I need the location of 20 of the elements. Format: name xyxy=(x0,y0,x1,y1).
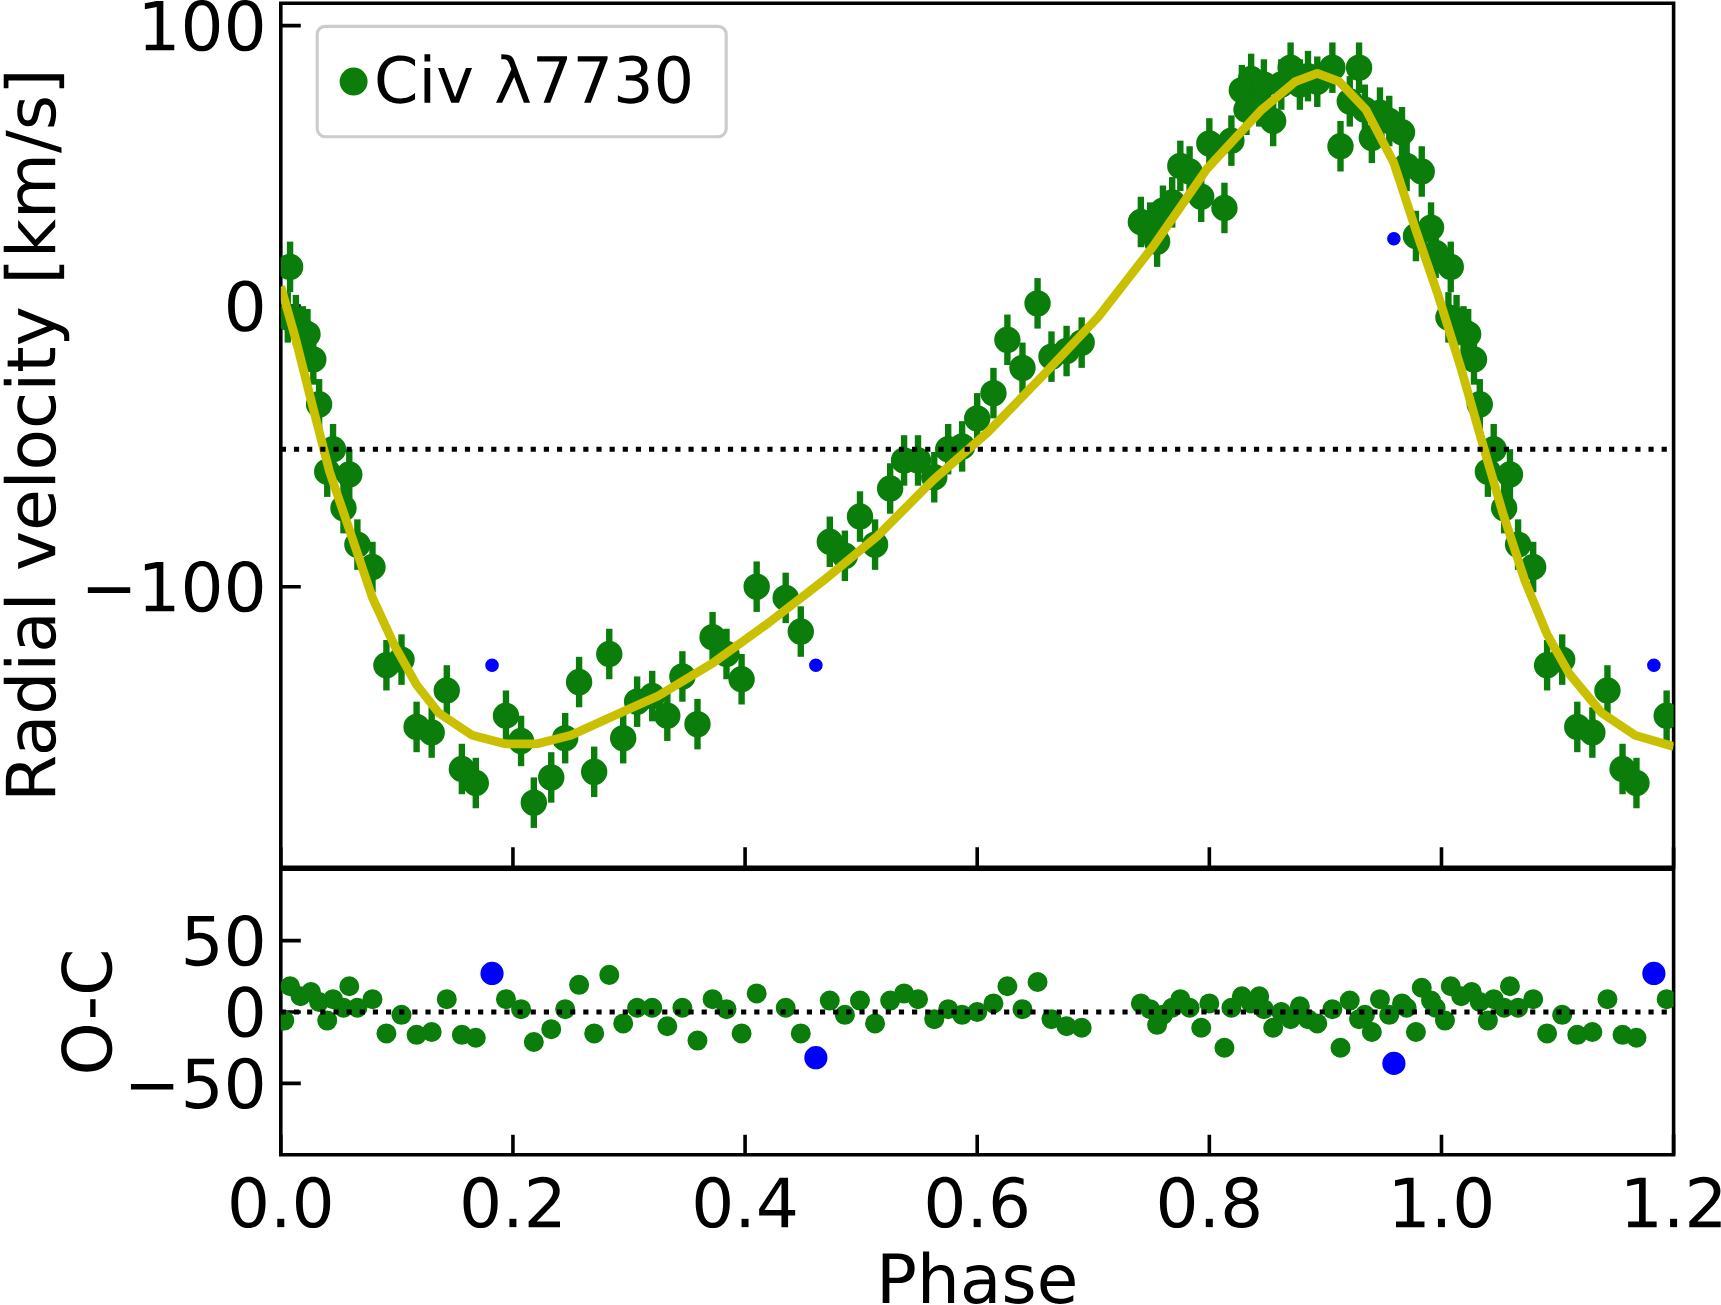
x-tick-label: 0.8 xyxy=(1159,1176,1259,1229)
x-tick-label: 1.2 xyxy=(1627,1176,1721,1228)
y-tick-label: −50 xyxy=(130,1057,263,1109)
x-tick-label: 1.0 xyxy=(1395,1176,1491,1229)
y-tick-label: 0 xyxy=(228,280,263,332)
x-tick-label: 0.4 xyxy=(695,1176,796,1229)
y-tick-label: 50 xyxy=(185,914,263,967)
point xyxy=(804,1046,828,1070)
x-axis-title: Phase xyxy=(882,1251,1075,1304)
y-axis-title: O-C xyxy=(61,952,113,1072)
x-tick-label: 0.0 xyxy=(231,1176,331,1229)
x-tick-label: 0.6 xyxy=(927,1176,1027,1229)
point xyxy=(1382,1051,1406,1075)
y-tick-label: −100 xyxy=(87,561,263,613)
y-tick-label: 0 xyxy=(228,986,263,1038)
legend-label: Civ λ7730 xyxy=(377,54,690,104)
x-tick-label: 0.2 xyxy=(463,1176,561,1229)
y-tick-label: 100 xyxy=(144,0,263,52)
point xyxy=(480,961,504,986)
y-axis-title: Radial velocity [km/s] xyxy=(3,74,70,796)
